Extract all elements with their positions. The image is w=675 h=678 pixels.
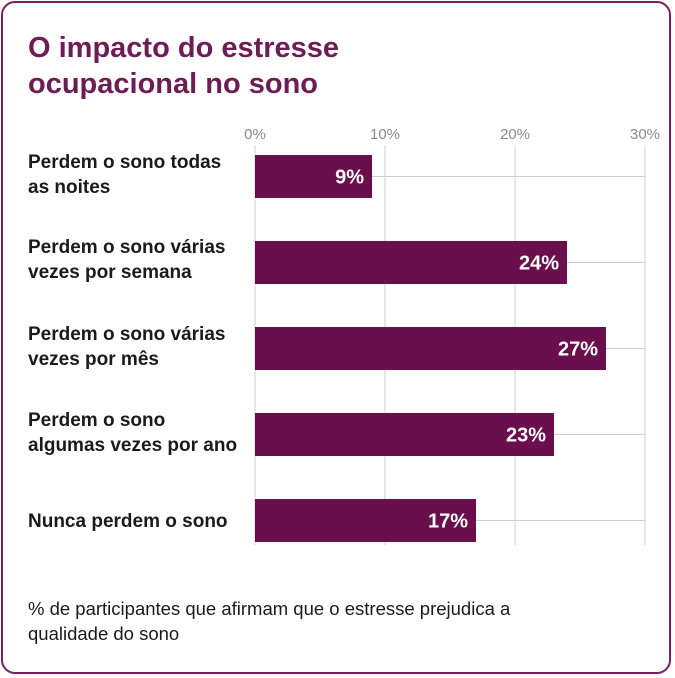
category-label: Perdem o sono algumas vezes por ano xyxy=(28,410,238,456)
x-tick-label: 0% xyxy=(244,126,266,143)
x-tick-label: 30% xyxy=(630,126,660,143)
category-label: Perdem o sono várias vezes por semana xyxy=(28,237,226,283)
data-label: 9% xyxy=(335,167,364,189)
data-label: 17% xyxy=(428,511,468,533)
data-label: 23% xyxy=(506,425,546,447)
x-tick-label: 10% xyxy=(370,126,400,143)
category-label: Perdem o sono todas as noites xyxy=(28,152,222,198)
chart-title: O impacto do estresse ocupacional no son… xyxy=(28,32,340,100)
bar xyxy=(255,155,372,198)
bar xyxy=(255,499,476,542)
category-label: Nunca perdem o sono xyxy=(28,511,228,532)
bar xyxy=(255,241,567,284)
bar xyxy=(255,327,606,370)
data-label: 27% xyxy=(558,339,598,361)
category-label: Perdem o sono várias vezes por mês xyxy=(28,324,226,370)
x-tick-label: 20% xyxy=(500,126,530,143)
data-label: 24% xyxy=(519,253,559,275)
footnote: % de participantes que afirmam que o est… xyxy=(28,598,511,644)
bar xyxy=(255,413,554,456)
